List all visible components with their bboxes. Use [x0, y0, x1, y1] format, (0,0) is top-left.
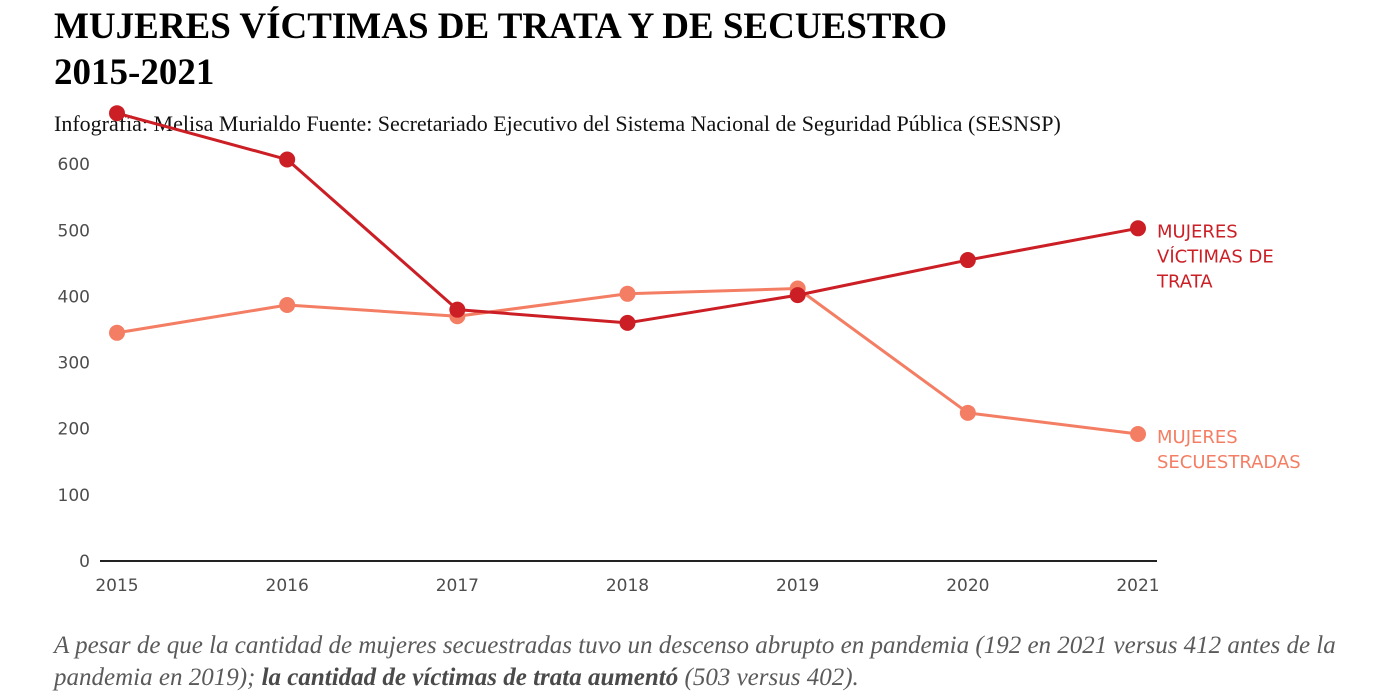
series-2-label-line-2: VÍCTIMAS DE [1157, 245, 1274, 267]
y-tick-label-100: 100 [58, 486, 90, 506]
series-2-point-2019 [789, 287, 806, 304]
series-layer: MUJERES SECUESTRADAS MUJERES VÍCTIMAS DE TRA… [109, 105, 1301, 473]
y-axis: 0 100 200 300 400 500 600 [58, 155, 90, 572]
x-tick-label-2020: 2020 [946, 576, 989, 596]
series-2-point-2017 [449, 301, 466, 318]
x-axis: 2015 2016 2017 2018 2019 2020 2021 [95, 560, 1160, 596]
series-2-point-2021 [1130, 220, 1146, 237]
y-tick-label-400: 400 [58, 287, 90, 307]
caption-text-2: (503 versus 402). [678, 664, 859, 691]
series-1: MUJERES SECUESTRADAS [109, 280, 1301, 473]
chart-subtitle: Infografía: Melisa Murialdo Fuente: Secr… [54, 111, 1061, 136]
x-tick-label-2018: 2018 [606, 576, 649, 596]
chart-title-line-2: 2015-2021 [54, 52, 215, 93]
series-1-label-line-2: SECUESTRADAS [1157, 452, 1301, 473]
x-tick-label-2016: 2016 [266, 576, 309, 596]
y-tick-label-200: 200 [58, 420, 90, 440]
series-2-label: MUJERES VÍCTIMAS DE TRATA [1156, 221, 1274, 292]
series-1-point-2021 [1130, 426, 1146, 443]
y-tick-label-600: 600 [58, 155, 90, 175]
series-1-label-line-1: MUJERES [1157, 427, 1238, 448]
series-1-label: MUJERES SECUESTRADAS [1157, 427, 1301, 473]
series-2-point-2015 [109, 105, 125, 122]
series-1-point-2016 [279, 297, 296, 314]
x-tick-label-2017: 2017 [436, 576, 479, 596]
series-1-point-2018 [619, 285, 636, 302]
series-2-label-line-1: MUJERES [1157, 221, 1238, 242]
series-1-line [115, 286, 1140, 436]
series-1-point-2020 [959, 404, 976, 421]
x-tick-label-2021: 2021 [1116, 576, 1159, 596]
y-tick-label-0: 0 [79, 552, 90, 572]
x-tick-label-2015: 2015 [95, 576, 138, 596]
x-tick-label-2019: 2019 [776, 576, 819, 596]
series-2-label-line-3: TRATA [1156, 271, 1213, 292]
series-2-point-2016 [279, 151, 296, 168]
chart-title: MUJERES VÍCTIMAS DE TRATA Y DE SECUESTRO… [54, 4, 1154, 96]
series-1-point-2015 [109, 324, 125, 341]
series-2-point-2018 [619, 314, 636, 331]
caption-text-1: A pesar de que la cantidad de mujeres se… [54, 632, 1336, 691]
chart-caption: A pesar de que la cantidad de mujeres se… [54, 630, 1354, 694]
chart-title-line-1: MUJERES VÍCTIMAS DE TRATA Y DE SECUESTRO [54, 6, 947, 47]
series-2-point-2020 [959, 252, 976, 269]
y-tick-label-500: 500 [58, 221, 90, 241]
series-2: MUJERES VÍCTIMAS DE TRATA [109, 105, 1274, 331]
line-chart: 0 100 200 300 400 500 600 2015 2016 2017 2018 2019… [58, 105, 1301, 596]
caption-bold-text: la cantidad de víctimas de trata aumentó [261, 664, 679, 691]
y-tick-label-300: 300 [58, 354, 90, 374]
